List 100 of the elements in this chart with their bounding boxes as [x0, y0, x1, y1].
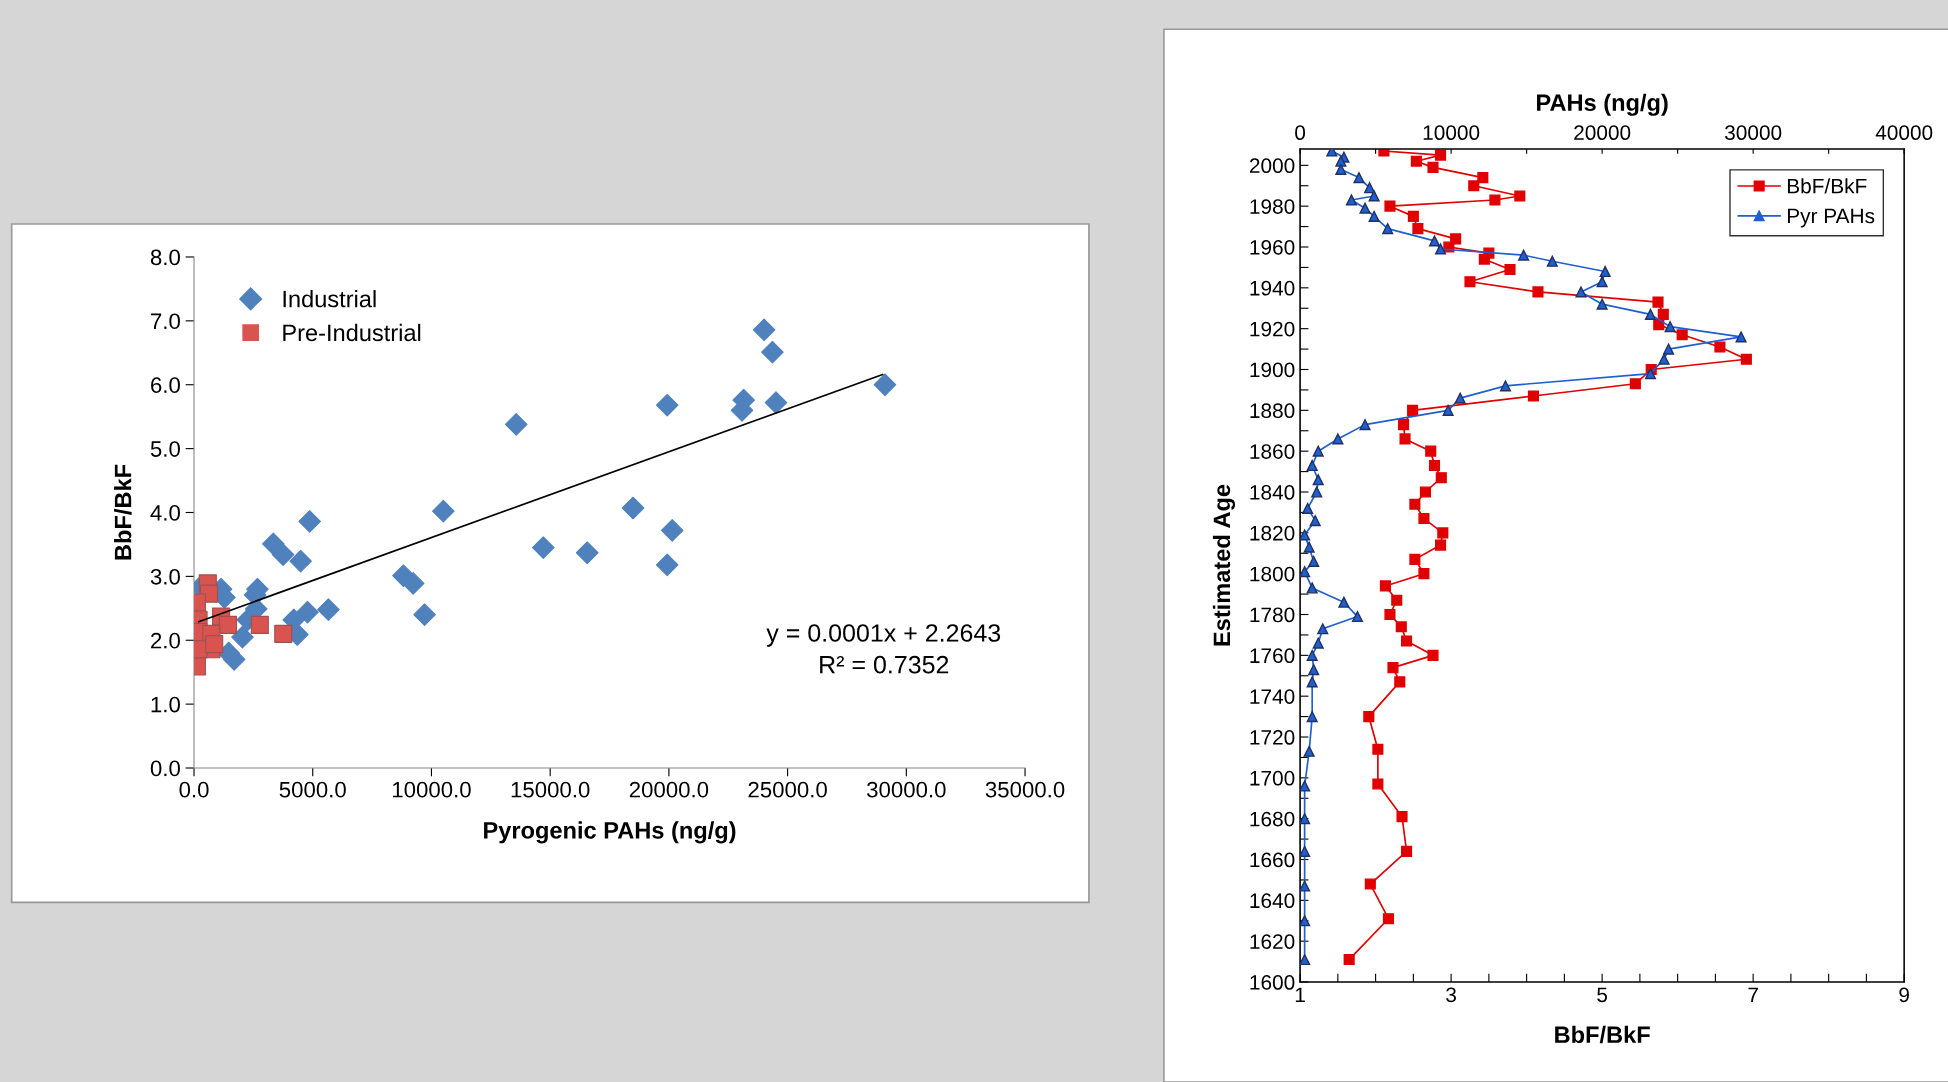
- x-tick-label: 5000.0: [279, 781, 346, 798]
- point: [1464, 276, 1476, 288]
- point: [1527, 390, 1539, 402]
- y-tick-label: 1740: [1250, 689, 1295, 704]
- y-tick-label: 1720: [1250, 730, 1295, 745]
- y-tick-label: 5.0: [150, 441, 180, 457]
- point: [1387, 662, 1399, 674]
- y-tick-label: 6.0: [151, 377, 180, 393]
- point: [1363, 711, 1375, 723]
- point: [1468, 180, 1480, 192]
- legend-label: Pre-Industrial: [283, 323, 421, 342]
- point: [1428, 459, 1441, 472]
- annotation: R² = 0.7352: [820, 655, 949, 674]
- y-tick-label: 1660: [1250, 852, 1295, 868]
- point: [1412, 223, 1424, 235]
- x-tick-label: 30000.0: [867, 781, 946, 798]
- x-tick-label: 9: [1899, 987, 1909, 1003]
- point: [1364, 878, 1376, 890]
- x2-tick-label: 10000: [1423, 125, 1480, 141]
- point: [262, 532, 285, 556]
- x-tick-label: 5: [1597, 987, 1608, 1003]
- point: [205, 635, 224, 654]
- point: [504, 413, 528, 436]
- x-tick-label: 15000.0: [511, 781, 590, 798]
- point: [1409, 498, 1421, 510]
- point: [317, 598, 340, 621]
- x2-tick-label: 40000: [1875, 125, 1933, 141]
- y-tick-label: 7.0: [151, 313, 180, 330]
- y-tick-label: 1640: [1250, 893, 1295, 909]
- point: [1394, 676, 1406, 688]
- point: [1409, 553, 1421, 565]
- point: [274, 624, 293, 643]
- x2-tick-label: 30000: [1724, 125, 1782, 141]
- y-tick-label: 1940: [1250, 280, 1295, 296]
- point: [250, 615, 269, 634]
- x-axis-title: BbF/BkF: [1555, 1025, 1650, 1044]
- annotation: y = 0.0001x + 2.2643: [766, 624, 1001, 647]
- point: [1425, 445, 1437, 457]
- point: [401, 572, 425, 595]
- y-tick-label: 1980: [1250, 199, 1295, 214]
- point: [1437, 527, 1449, 539]
- point: [1418, 568, 1430, 580]
- point: [1401, 635, 1413, 647]
- x2-axis-title: PAHs (ng/g): [1537, 93, 1668, 116]
- point: [231, 625, 254, 649]
- y-tick-label: 1600: [1250, 975, 1295, 990]
- point: [1407, 210, 1419, 222]
- y-axis-title: Estimated Age: [1212, 484, 1235, 646]
- y-tick-label: 1.0: [151, 696, 180, 713]
- x-tick-label: 20000.0: [629, 781, 709, 798]
- y-tick-label: 4.0: [150, 505, 180, 521]
- point: [1657, 308, 1669, 320]
- point: [1434, 539, 1447, 551]
- point: [1419, 486, 1432, 498]
- y-tick-label: 2000: [1249, 158, 1295, 174]
- point: [1372, 743, 1384, 755]
- point: [1382, 913, 1394, 925]
- x-tick-label: 7: [1748, 987, 1758, 1002]
- x-tick-label: 1: [1295, 987, 1305, 1002]
- point: [531, 536, 555, 559]
- point: [575, 541, 599, 565]
- point: [1514, 190, 1526, 202]
- y-tick-label: 1780: [1250, 607, 1295, 623]
- y-tick-label: 0.0: [150, 760, 180, 777]
- point: [1478, 253, 1490, 265]
- point: [289, 549, 312, 573]
- legend-label: BbF/BkF: [1787, 178, 1867, 194]
- point: [764, 391, 788, 414]
- x2-tick-label: 0: [1295, 125, 1306, 141]
- point: [1372, 778, 1384, 790]
- point: [271, 543, 295, 566]
- point: [1343, 954, 1355, 966]
- point: [1434, 149, 1447, 161]
- point: [218, 615, 238, 634]
- point: [1489, 194, 1501, 206]
- y-tick-label: 1700: [1250, 770, 1295, 786]
- point: [1652, 296, 1664, 308]
- point: [1384, 200, 1396, 212]
- point: [1427, 161, 1439, 173]
- point: [752, 318, 776, 342]
- point: [1407, 404, 1419, 416]
- point: [1629, 378, 1641, 390]
- y-tick-label: 1840: [1250, 485, 1295, 500]
- x2-tick-label: 20000: [1574, 125, 1631, 141]
- y-tick-label: 1960: [1250, 240, 1295, 255]
- point: [1477, 172, 1489, 184]
- point: [1435, 472, 1447, 484]
- legend-label: Pyr PAHs: [1787, 208, 1875, 228]
- y-tick-label: 3.0: [150, 568, 180, 585]
- point: [1397, 419, 1410, 431]
- point: [1401, 845, 1413, 857]
- point: [1391, 594, 1403, 606]
- point: [1740, 353, 1752, 365]
- y-tick-label: 1900: [1250, 362, 1295, 378]
- y-tick-label: 1880: [1250, 403, 1295, 419]
- point: [1410, 155, 1422, 167]
- y-tick-label: 1680: [1250, 811, 1295, 827]
- y-tick-label: 2.0: [151, 632, 180, 649]
- point: [1427, 649, 1439, 661]
- y-tick-label: 1800: [1250, 566, 1295, 582]
